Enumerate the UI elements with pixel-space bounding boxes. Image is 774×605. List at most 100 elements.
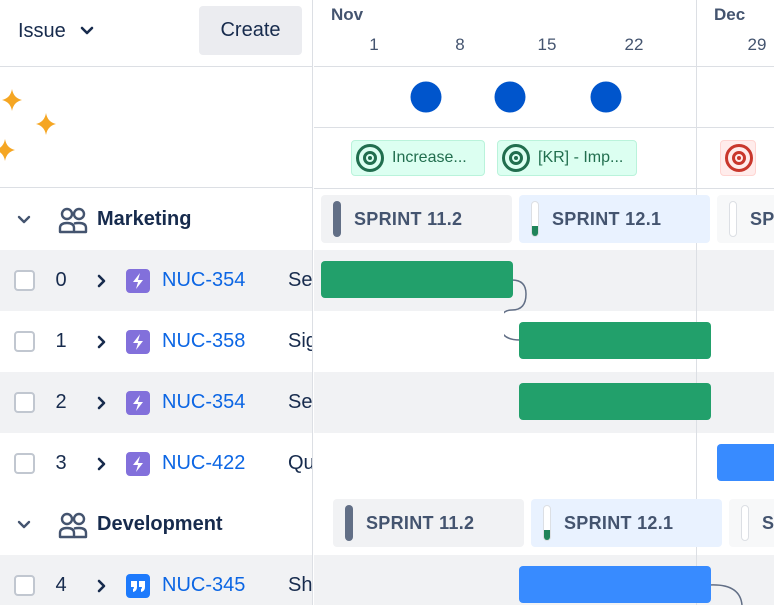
goal-label: [KR] - Imp... (538, 149, 624, 166)
expand-chevron-icon[interactable] (96, 456, 108, 472)
story-quote-icon (126, 573, 150, 598)
dependency-connector (707, 584, 743, 605)
row-number: 2 (55, 391, 67, 413)
people-icon (58, 512, 88, 538)
collapse-chevron-icon[interactable] (16, 214, 32, 226)
release-milestone[interactable] (410, 81, 442, 113)
sprint-chip[interactable]: SPRINT 11.2 (333, 499, 524, 547)
group-row-marketing[interactable]: Marketing (0, 189, 312, 250)
month-label: Dec (714, 5, 746, 24)
sprint-label: SPRINT 12.1 (552, 208, 662, 229)
row-checkbox[interactable] (14, 331, 35, 352)
timeline-panel[interactable]: Nov Dec 1 8 15 22 29 Increase... [KR] - … (314, 0, 774, 605)
row-number: 4 (55, 574, 67, 596)
row-checkbox[interactable] (14, 575, 35, 596)
expand-chevron-icon[interactable] (96, 273, 108, 289)
people-icon (58, 207, 88, 233)
group-name: Marketing (97, 208, 192, 230)
row-number: 3 (55, 452, 67, 474)
release-milestone[interactable] (590, 81, 622, 113)
month-divider (696, 0, 697, 67)
month-divider (696, 0, 697, 605)
story-bar[interactable] (519, 566, 711, 603)
row-number: 1 (55, 330, 67, 352)
sprint-progress-bar (741, 505, 749, 541)
issue-summary: Se (288, 269, 313, 291)
day-label: 1 (369, 35, 379, 54)
sprint-chip[interactable]: SPRINT 11.2 (321, 195, 512, 243)
goal-target-icon (502, 144, 530, 172)
dependency-connector (504, 279, 527, 341)
sprint-progress-bar (543, 505, 551, 541)
sprint-chip[interactable]: SPRINT 12.1 (531, 499, 722, 547)
issue-key-link[interactable]: NUC-354 (162, 269, 246, 291)
epic-icon (126, 268, 150, 293)
row-checkbox[interactable] (14, 392, 35, 413)
group-name: Development (97, 513, 223, 535)
timeline-header: Nov Dec 1 8 15 22 29 (314, 0, 774, 67)
issue-dropdown-label: Issue (18, 19, 66, 42)
day-label: 22 (624, 35, 644, 54)
issue-row[interactable]: 0 NUC-354 Se (0, 250, 313, 311)
sprint-progress-bar (729, 201, 737, 237)
collapse-chevron-icon[interactable] (16, 519, 32, 531)
issue-key-link[interactable]: NUC-422 (162, 452, 246, 474)
divider (314, 188, 774, 189)
sprint-status-bar (345, 505, 353, 541)
create-button[interactable]: Create (199, 6, 302, 55)
ai-suggestions-area (0, 67, 312, 188)
epic-bar[interactable] (519, 383, 711, 420)
goal-chip[interactable]: [KR] - Imp... (497, 140, 637, 176)
row-checkbox[interactable] (14, 270, 35, 291)
sprint-label: SP (750, 208, 774, 229)
sprint-label: SPRINT 11.2 (366, 512, 475, 533)
epic-icon (126, 390, 150, 415)
milestones-row (314, 67, 774, 128)
goal-chip[interactable]: Increase... (351, 140, 485, 176)
issue-row[interactable]: 2 NUC-354 Se (0, 372, 313, 433)
goal-target-icon (725, 144, 753, 172)
day-label: 29 (747, 35, 767, 54)
expand-chevron-icon[interactable] (96, 395, 108, 411)
sprint-progress-bar (531, 201, 539, 237)
month-label: Nov (331, 5, 364, 24)
day-label: 15 (537, 35, 557, 54)
epic-bar[interactable] (321, 261, 513, 298)
group-row-development[interactable]: Development (0, 494, 312, 555)
chevron-down-icon (80, 26, 94, 35)
epic-bar[interactable] (717, 444, 774, 481)
issue-key-link[interactable]: NUC-345 (162, 574, 246, 596)
sprint-label: SPRINT 11.2 (354, 208, 463, 229)
sprint-chip[interactable]: S (729, 499, 774, 547)
issue-row[interactable]: 3 NUC-422 Qu (0, 433, 313, 494)
row-number: 0 (55, 269, 67, 291)
sprint-label: SPRINT 12.1 (564, 512, 674, 533)
issue-summary: Sh (288, 574, 313, 596)
goal-target-icon (356, 144, 384, 172)
issue-summary: Se (288, 391, 313, 413)
expand-chevron-icon[interactable] (96, 578, 108, 594)
day-label: 8 (455, 35, 465, 54)
list-header: Issue Create (0, 0, 312, 67)
epic-icon (126, 329, 150, 354)
epic-icon (126, 451, 150, 476)
issue-row[interactable]: 1 NUC-358 Sig (0, 311, 312, 372)
sprint-status-bar (333, 201, 341, 237)
sprint-label: S (762, 512, 774, 533)
goal-chip-off-track[interactable] (720, 140, 756, 176)
issue-key-link[interactable]: NUC-354 (162, 391, 246, 413)
issue-summary: Sig (288, 330, 312, 352)
expand-chevron-icon[interactable] (96, 334, 108, 350)
sprint-chip[interactable]: SPRINT 12.1 (519, 195, 710, 243)
issue-summary: Qu (288, 452, 313, 474)
goal-label: Increase... (392, 149, 467, 166)
issue-key-link[interactable]: NUC-358 (162, 330, 246, 352)
sprint-chip[interactable]: SP (717, 195, 774, 243)
sparkle-icon[interactable] (0, 86, 64, 166)
row-checkbox[interactable] (14, 453, 35, 474)
issue-list-panel: Issue Create Marketing 0 NUC-354 Se (0, 0, 313, 605)
epic-bar[interactable] (519, 322, 711, 359)
issue-type-dropdown[interactable]: Issue (18, 18, 94, 44)
issue-row[interactable]: 4 NUC-345 Sh (0, 555, 313, 605)
release-milestone[interactable] (494, 81, 526, 113)
